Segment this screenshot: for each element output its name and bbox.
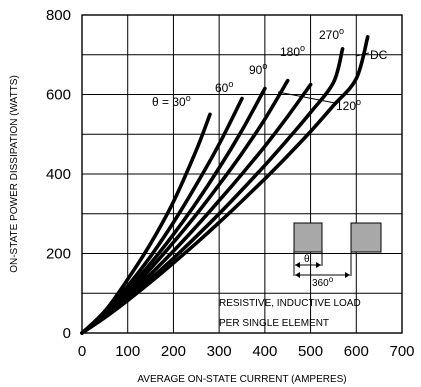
x-tick-label-600: 600 — [344, 343, 369, 360]
x-tick-label-0: 0 — [78, 343, 86, 360]
y-tick-label-400: 400 — [46, 166, 71, 183]
load-annotation-line2: PER SINGLE ELEMENT — [219, 318, 329, 329]
series-line-6 — [80, 35, 370, 335]
inset-theta-label: θ — [304, 254, 310, 265]
x-tick-label-100: 100 — [115, 343, 140, 360]
curve-label-60: 60o — [215, 79, 233, 95]
x-tick-label-300: 300 — [207, 343, 232, 360]
curves — [80, 35, 370, 335]
plot-frame — [81, 14, 403, 334]
curve-label-270: 270o — [319, 26, 344, 42]
curve-label-120: 120o — [336, 97, 361, 113]
label-dc-leader — [355, 52, 370, 57]
label-120-leader — [277, 91, 336, 104]
x-tick-label-700: 700 — [389, 343, 414, 360]
inset-pulse-1 — [293, 222, 323, 253]
y-axis-ticks: 0 200 400 600 800 — [46, 7, 71, 342]
y-tick-label-0: 0 — [63, 325, 71, 342]
conduction-angle-inset: θ 360o — [293, 222, 382, 289]
y-tick-label-600: 600 — [46, 87, 71, 104]
inset-pulse-2 — [350, 222, 382, 253]
load-annotation-line1: RESISTIVE, INDUCTIVE LOAD — [219, 298, 361, 309]
curve-label-90: 90o — [249, 61, 267, 77]
x-axis-title: AVERAGE ON-STATE CURRENT (AMPERES) — [137, 374, 346, 385]
x-axis-ticks: 0 100 200 300 400 500 600 700 — [78, 343, 415, 360]
y-axis-title: ON-STATE POWER DISSIPATION (WATTS) — [9, 75, 20, 273]
curve-label-180: 180o — [280, 43, 305, 59]
x-tick-label-400: 400 — [252, 343, 277, 360]
curve-label-30: θ = 30o — [152, 93, 191, 109]
y-tick-label-800: 800 — [46, 7, 71, 24]
x-tick-label-200: 200 — [161, 343, 186, 360]
y-tick-label-200: 200 — [46, 246, 71, 263]
grid — [82, 15, 402, 333]
x-tick-label-500: 500 — [298, 343, 323, 360]
curve-label-dc: DC — [370, 48, 388, 62]
inset-period-label: 360o — [312, 275, 334, 289]
